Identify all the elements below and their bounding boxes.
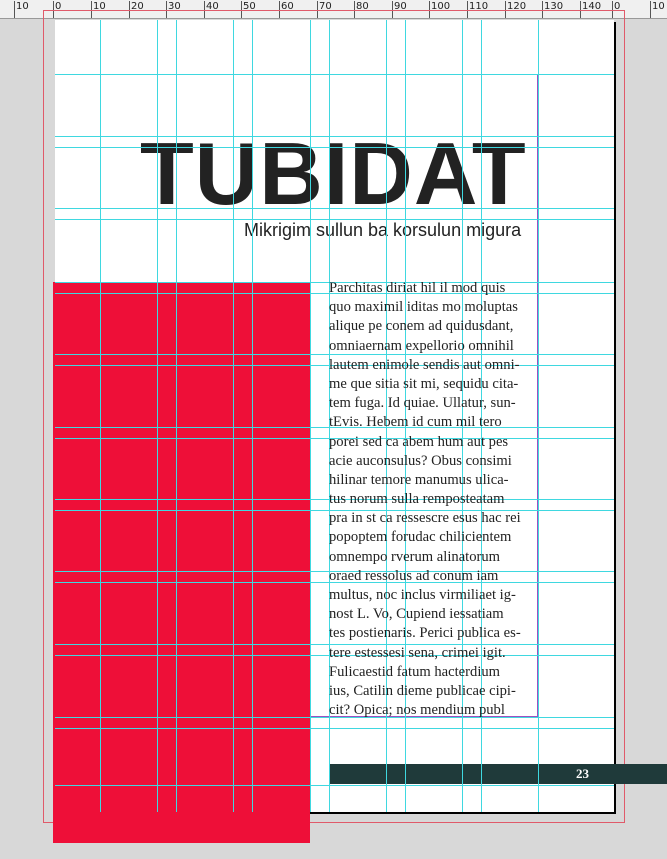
ruler-label: 140 — [582, 1, 602, 12]
body-text-line: tes postienaris. Perici publica es- — [329, 625, 521, 642]
ruler-label: 0 — [55, 1, 62, 12]
horizontal-guide[interactable] — [55, 655, 614, 656]
vertical-guide[interactable] — [157, 20, 158, 812]
horizontal-guide[interactable] — [55, 282, 614, 283]
body-text-line: porei sed ca abem hum aut pes — [329, 433, 509, 450]
ruler-tick — [166, 1, 167, 18]
horizontal-guide[interactable] — [55, 717, 614, 718]
ruler-label: 50 — [243, 1, 256, 12]
ruler-tick — [204, 1, 205, 18]
horizontal-guide[interactable] — [55, 147, 614, 148]
body-text-line: hilinar temore manumus ulica- — [329, 471, 509, 488]
ruler-label: 20 — [131, 1, 144, 12]
ruler-label: 0 — [614, 1, 621, 12]
vertical-guide[interactable] — [100, 20, 101, 812]
horizontal-guide[interactable] — [55, 438, 614, 439]
ruler-tick — [542, 1, 543, 18]
ruler-tick — [317, 1, 318, 18]
horizontal-guide[interactable] — [55, 510, 614, 511]
body-text-line: tus norum sulla remposteatam — [329, 491, 505, 508]
body-text-line: oraed ressolus ad conum iam — [329, 567, 499, 584]
ruler-tick — [241, 1, 242, 18]
body-text-line: tem fuga. Id quiae. Ullatur, sun- — [329, 395, 516, 412]
red-rectangle[interactable] — [53, 282, 310, 843]
bleed-guide — [43, 10, 625, 823]
ruler-label: 70 — [319, 1, 332, 12]
vertical-guide[interactable] — [233, 20, 234, 812]
ruler-tick — [91, 1, 92, 18]
body-text-line: tere estessesi sena, crimei igit. — [329, 644, 506, 661]
vertical-guide[interactable] — [176, 20, 177, 812]
horizontal-guide[interactable] — [55, 74, 614, 75]
horizontal-guide[interactable] — [55, 644, 614, 645]
horizontal-ruler[interactable]: 10 0 10 20 30 40 50 60 70 80 90 100 110 120 130 140 0 10 — [0, 0, 667, 19]
ruler-tick — [650, 1, 651, 18]
ruler-label: 10 — [652, 1, 665, 12]
body-text-line: quo maximil iditas mo moluptas — [329, 299, 518, 316]
page-subtitle[interactable]: Mikrigim sullun ba korsulun migura — [244, 220, 522, 240]
body-text-line: acie auconsulus? Obus consimi — [329, 452, 512, 469]
body-text-line: pra in st ca ressescre esus hac rei — [329, 510, 521, 527]
ruler-tick — [14, 1, 15, 18]
page-title[interactable]: TUBIDAT — [140, 124, 527, 223]
horizontal-guide[interactable] — [55, 219, 614, 220]
vertical-guide[interactable] — [329, 20, 330, 812]
ruler-label: 60 — [281, 1, 294, 12]
body-text-line: Fulicaestid fatum hacterdium — [329, 663, 501, 680]
ruler-tick — [129, 1, 130, 18]
body-text-line: lautem enimole sendis aut omni- — [329, 356, 520, 373]
horizontal-guide[interactable] — [55, 785, 614, 786]
ruler-label: 10 — [16, 1, 29, 12]
ruler-label: 110 — [469, 1, 489, 12]
ruler-tick — [580, 1, 581, 18]
horizontal-guide[interactable] — [55, 582, 614, 583]
body-text-line: me que sitia sit mi, sequidu cita- — [329, 375, 519, 392]
body-text-line: omniaernam expellorio omnihil — [329, 337, 514, 354]
body-text-line: tEvis. Hebem id cum mil tero — [329, 414, 502, 431]
horizontal-guide[interactable] — [55, 293, 614, 294]
ruler-tick — [392, 1, 393, 18]
body-text-line: omnempo rverum alinatorum — [329, 548, 501, 565]
body-text-line: nost L. Vo, Cupiend iessatiam — [329, 606, 504, 623]
ruler-tick — [467, 1, 468, 18]
ruler-tick — [354, 1, 355, 18]
vertical-guide[interactable] — [310, 20, 311, 812]
vertical-guide[interactable] — [252, 20, 253, 812]
body-text-line: alique pe conem ad quidusdant, — [329, 318, 514, 335]
vertical-guide[interactable] — [462, 20, 463, 812]
ruler-label: 120 — [507, 1, 527, 12]
horizontal-guide[interactable] — [55, 365, 614, 366]
ruler-label: 130 — [544, 1, 564, 12]
vertical-guide[interactable] — [538, 20, 539, 812]
ruler-label: 80 — [356, 1, 369, 12]
horizontal-guide[interactable] — [55, 728, 614, 729]
body-text-line: ius, Catilin dieme publicae cipi- — [329, 682, 516, 699]
ruler-tick — [279, 1, 280, 18]
body-text-line: Parchitas diriat hil il mod quis — [329, 280, 506, 296]
ruler-label: 90 — [394, 1, 407, 12]
ruler-tick — [505, 1, 506, 18]
ruler-label: 100 — [431, 1, 451, 12]
ruler-label: 10 — [93, 1, 106, 12]
ruler-label: 40 — [206, 1, 219, 12]
horizontal-guide[interactable] — [55, 136, 614, 137]
vertical-guide[interactable] — [405, 20, 406, 812]
horizontal-guide[interactable] — [55, 427, 614, 428]
body-text-frame[interactable]: Parchitas diriat hil il mod quis quo maxi… — [329, 279, 544, 720]
horizontal-guide[interactable] — [55, 208, 614, 209]
body-text-line: cit? Opica; nos mendium publ — [329, 702, 505, 719]
ruler-label: 30 — [168, 1, 181, 12]
ruler-tick — [429, 1, 430, 18]
body-text-line: popoptem forudac chilicientem — [329, 529, 512, 546]
ruler-tick — [53, 1, 54, 18]
vertical-guide[interactable] — [481, 20, 482, 812]
horizontal-guide[interactable] — [55, 354, 614, 355]
ruler-tick — [612, 1, 613, 18]
horizontal-guide[interactable] — [55, 571, 614, 572]
horizontal-guide[interactable] — [55, 499, 614, 500]
body-text-line: multus, noc inclus virmiliaet ig- — [329, 587, 516, 603]
footer-bar[interactable] — [329, 764, 667, 784]
vertical-guide[interactable] — [386, 20, 387, 812]
page-number: 23 — [576, 766, 589, 781]
